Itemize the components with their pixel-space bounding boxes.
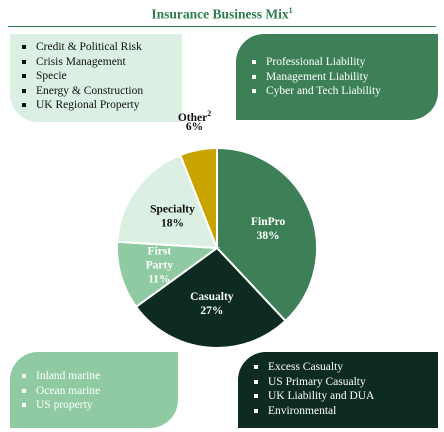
slice-label-first-party: First Party 11% (146, 246, 174, 286)
first-party-lines-box: Inland marine Ocean marine US property (10, 352, 178, 428)
list-item: US property (16, 398, 178, 413)
chart-title: Insurance Business Mix1 (151, 6, 293, 22)
list-item: Professional Liability (246, 55, 438, 70)
slice-label-finpro: FinPro 38% (251, 216, 286, 242)
list-item: Energy & Construction (16, 84, 182, 99)
list-item: Inland marine (16, 369, 178, 384)
list-item: Specie (16, 69, 182, 84)
list-item: US Primary Casualty (248, 375, 438, 390)
slice-label-other: Other2 6% (178, 109, 211, 133)
list-item: UK Liability and DUA (248, 389, 438, 404)
list-item: Credit & Political Risk (16, 40, 182, 55)
pie-slice-other (178, 146, 218, 249)
pie-slice-specialty (116, 153, 219, 250)
title-divider (8, 26, 436, 27)
pie-slice-finpro (216, 146, 318, 323)
pie-slice-casualty (134, 246, 287, 349)
pie-slice-first-party (116, 240, 220, 309)
list-item: Management Liability (246, 70, 438, 85)
specialty-lines-box: Credit & Political Risk Crisis Managemen… (10, 34, 182, 122)
list-item: Environmental (248, 404, 438, 419)
slice-label-casualty: Casualty 27% (190, 291, 234, 317)
finpro-lines-box: Professional Liability Management Liabil… (236, 34, 438, 120)
list-item: Cyber and Tech Liability (246, 84, 438, 99)
list-item: UK Regional Property (16, 98, 182, 113)
slice-label-specialty: Specialty 18% (150, 204, 195, 230)
list-item: Excess Casualty (248, 360, 438, 375)
list-item: Crisis Management (16, 55, 182, 70)
list-item: Ocean marine (16, 384, 178, 399)
casualty-lines-box: Excess Casualty US Primary Casualty UK L… (238, 352, 438, 428)
